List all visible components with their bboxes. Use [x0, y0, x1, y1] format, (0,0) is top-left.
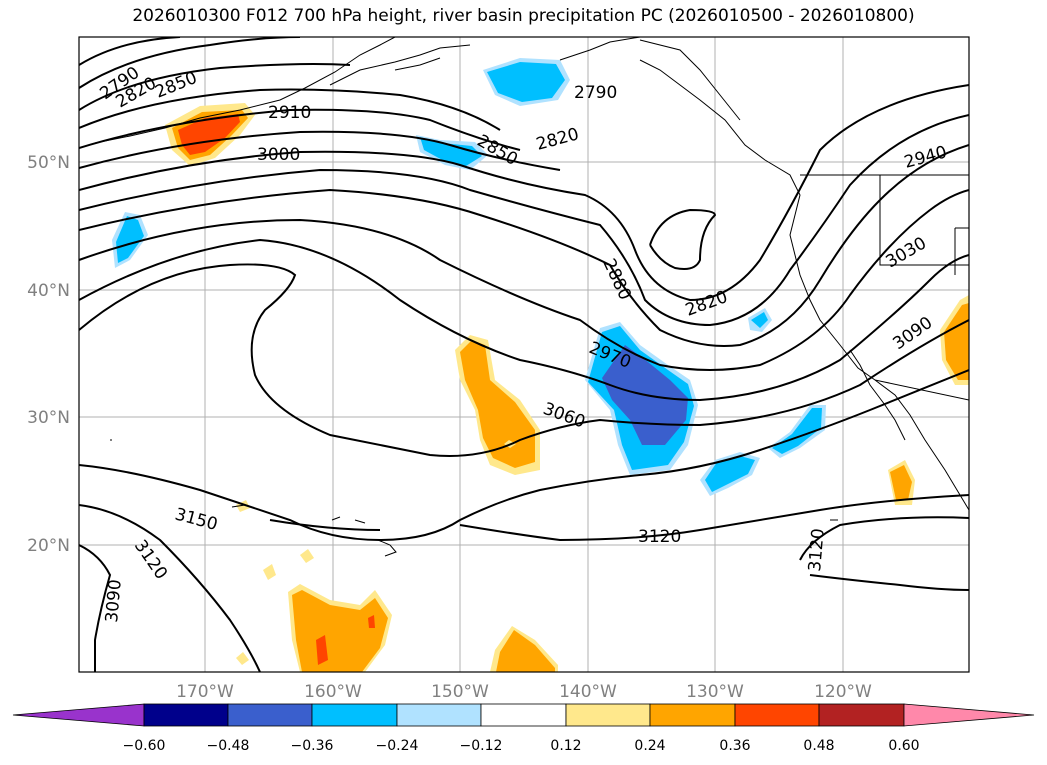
contour-label: 2820	[534, 124, 581, 155]
colorbar-bin	[311, 703, 398, 727]
contour-label: 3000	[257, 145, 300, 165]
map-title: 2026010300 F012 700 hPa height, river ba…	[132, 6, 915, 26]
lon-label: 120°W	[814, 682, 872, 702]
colorbar-bin	[649, 703, 736, 727]
colorbar-tick: 0.36	[719, 738, 750, 754]
colorbar-bin	[396, 703, 482, 727]
colorbar	[12, 703, 1035, 727]
colorbar-tick: −0.24	[376, 738, 419, 754]
lat-label: 30°N	[27, 408, 70, 428]
contour-label: 3120	[130, 536, 171, 583]
colorbar-tick: −0.12	[460, 738, 503, 754]
colorbar-tick: −0.36	[291, 738, 334, 754]
lon-label: 140°W	[559, 682, 617, 702]
colorbar-bin	[734, 703, 820, 727]
contour-label: 3090	[889, 313, 936, 354]
contour-label: 2910	[268, 103, 311, 123]
colorbar-bin	[565, 703, 651, 727]
lat-label: 40°N	[27, 281, 70, 301]
lon-label: 150°W	[431, 682, 489, 702]
colorbar-extend-high	[903, 703, 1035, 727]
contour-label: 2940	[902, 142, 949, 173]
contour-label: 2790	[574, 83, 617, 103]
colorbar-bin	[227, 703, 313, 727]
lon-label: 130°W	[686, 682, 744, 702]
contour-label: 2880	[598, 256, 634, 304]
contour-label: 3120	[805, 528, 829, 573]
lat-label: 50°N	[27, 153, 70, 173]
colorbar-tick: −0.60	[123, 738, 166, 754]
contour-label: 2850	[474, 131, 521, 170]
colorbar-tick: 0.60	[888, 738, 919, 754]
map-frame	[78, 36, 970, 673]
colorbar-tick: 0.24	[634, 738, 665, 754]
colorbar-extend-low	[12, 703, 145, 727]
colorbar-tick: 0.48	[803, 738, 834, 754]
lon-label: 170°W	[176, 682, 234, 702]
latitude-labels: 50°N 40°N 30°N 20°N	[27, 153, 70, 556]
lat-label: 20°N	[27, 536, 70, 556]
coastlines	[94, 37, 969, 557]
colorbar-tick: −0.48	[207, 738, 250, 754]
height-contours	[79, 37, 969, 672]
contour-label: 3120	[638, 527, 681, 547]
colorbar-tick: 0.12	[550, 738, 581, 754]
colorbar-ticks: −0.60 −0.48 −0.36 −0.24 −0.12 0.12 0.24 …	[123, 738, 920, 754]
colorbar-bin	[818, 703, 905, 727]
contour-label: 3150	[173, 505, 220, 536]
contour-label: 3030	[883, 233, 930, 272]
lon-label: 160°W	[304, 682, 362, 702]
contour-label: 3090	[102, 579, 126, 624]
contour-label: 2820	[683, 287, 730, 321]
colorbar-bin	[143, 703, 229, 727]
longitude-labels: 170°W 160°W 150°W 140°W 130°W 120°W	[176, 682, 872, 702]
colorbar-bin	[480, 703, 567, 727]
